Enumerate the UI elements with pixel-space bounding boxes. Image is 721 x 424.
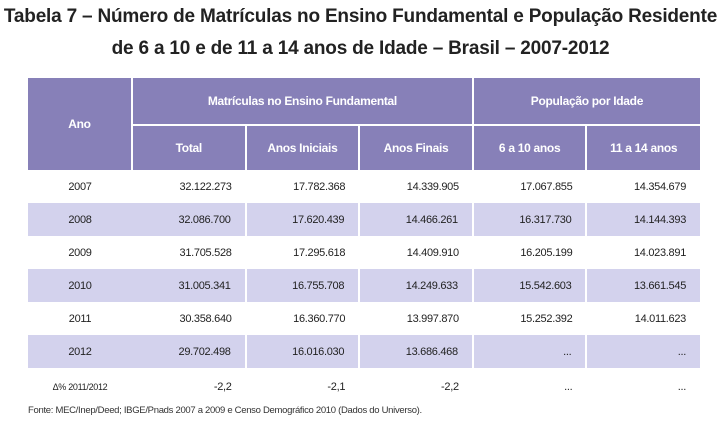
cell-total: 31.005.341 [132, 269, 246, 302]
source-note: Fonte: MEC/Inep/Deed; IBGE/Pnads 2007 a … [28, 405, 422, 416]
table-row: 2010 31.005.341 16.755.708 14.249.633 15… [28, 269, 701, 302]
cell-anos-iniciais: 16.360.770 [293, 312, 346, 325]
cell-anos-finais: 14.249.633 [358, 269, 473, 302]
cell-11-a-14: 14.011.623 [634, 312, 687, 325]
cell-6-a-10: 15.542.603 [471, 269, 587, 302]
table-title-line-2: de 6 a 10 e de 11 a 14 anos de Idade – B… [111, 38, 610, 59]
table-title-line-1: Tabela 7 – Número de Matrículas no Ensin… [3, 6, 718, 27]
delta-total: -2,2 [213, 381, 232, 393]
row-year: 2009 [68, 246, 92, 259]
row-year: 2011 [68, 312, 92, 325]
header-ano: Ano [28, 78, 133, 170]
cell-6-a-10: ... [471, 335, 587, 368]
cell-total: 29.702.498 [132, 335, 246, 368]
table-row: 2007 32.122.273 17.782.368 14.339.905 17… [28, 170, 700, 203]
cell-total: 32.086.700 [132, 203, 246, 236]
header-anos-iniciais: Anos Iniciais [244, 125, 360, 170]
cell-total: 30.358.640 [179, 312, 232, 325]
delta-row: Δ% 2011/2012 -2,2 -2,1 -2,2 ... ... [28, 368, 700, 406]
delta-label: Δ% 2011/2012 [52, 382, 108, 392]
cell-anos-iniciais: 16.016.030 [244, 335, 360, 368]
cell-11-a-14: 14.144.393 [585, 203, 701, 236]
table-row: 2008 32.086.700 17.620.439 14.466.261 16… [28, 203, 701, 236]
table-row: 2009 31.705.528 17.295.618 14.409.910 16… [28, 236, 700, 269]
table-row: 2012 29.702.498 16.016.030 13.686.468 ..… [28, 335, 701, 368]
cell-6-a-10: 17.067.855 [520, 180, 573, 193]
delta-anos-finais: -2,2 [441, 381, 459, 393]
cell-anos-iniciais: 17.782.368 [293, 180, 346, 193]
cell-6-a-10: 16.205.199 [520, 246, 573, 259]
cell-total: 31.705.528 [179, 246, 232, 259]
delta-anos-iniciais: -2,1 [327, 381, 346, 393]
enrollment-population-table: Ano Matrículas no Ensino Fundamental Pop… [28, 78, 701, 406]
header-11-a-14-anos: 11 a 14 anos [585, 125, 701, 170]
cell-anos-iniciais: 17.295.618 [293, 246, 346, 259]
cell-11-a-14: 14.023.891 [633, 246, 687, 259]
header-populacao-group: População por Idade [472, 78, 701, 126]
header-matriculas-group: Matrículas no Ensino Fundamental [132, 78, 474, 126]
cell-anos-finais: 13.997.870 [406, 312, 459, 325]
header-6-a-10-anos: 6 a 10 anos [472, 125, 587, 170]
cell-6-a-10: 16.317.730 [471, 203, 587, 236]
row-year: 2008 [28, 203, 132, 236]
cell-anos-iniciais: 17.620.439 [244, 203, 360, 236]
row-year: 2012 [28, 335, 132, 368]
cell-11-a-14: ... [585, 335, 701, 368]
delta-6-a-10: ... [564, 381, 573, 393]
cell-anos-finais: 14.409.910 [406, 246, 459, 259]
row-year: 2010 [28, 269, 132, 302]
header-anos-finais: Anos Finais [358, 125, 474, 170]
cell-total: 32.122.273 [179, 180, 232, 193]
cell-11-a-14: 14.354.679 [633, 180, 687, 193]
cell-anos-finais: 14.339.905 [406, 180, 459, 193]
row-year: 2007 [68, 180, 92, 193]
cell-6-a-10: 15.252.392 [520, 312, 573, 325]
table-row: 2011 30.358.640 16.360.770 13.997.870 15… [28, 302, 700, 335]
cell-11-a-14: 13.661.545 [585, 269, 701, 302]
header-total: Total [132, 125, 246, 170]
cell-anos-iniciais: 16.755.708 [244, 269, 360, 302]
delta-11-a-14: ... [677, 381, 687, 393]
cell-anos-finais: 13.686.468 [358, 335, 473, 368]
cell-anos-finais: 14.466.261 [358, 203, 473, 236]
